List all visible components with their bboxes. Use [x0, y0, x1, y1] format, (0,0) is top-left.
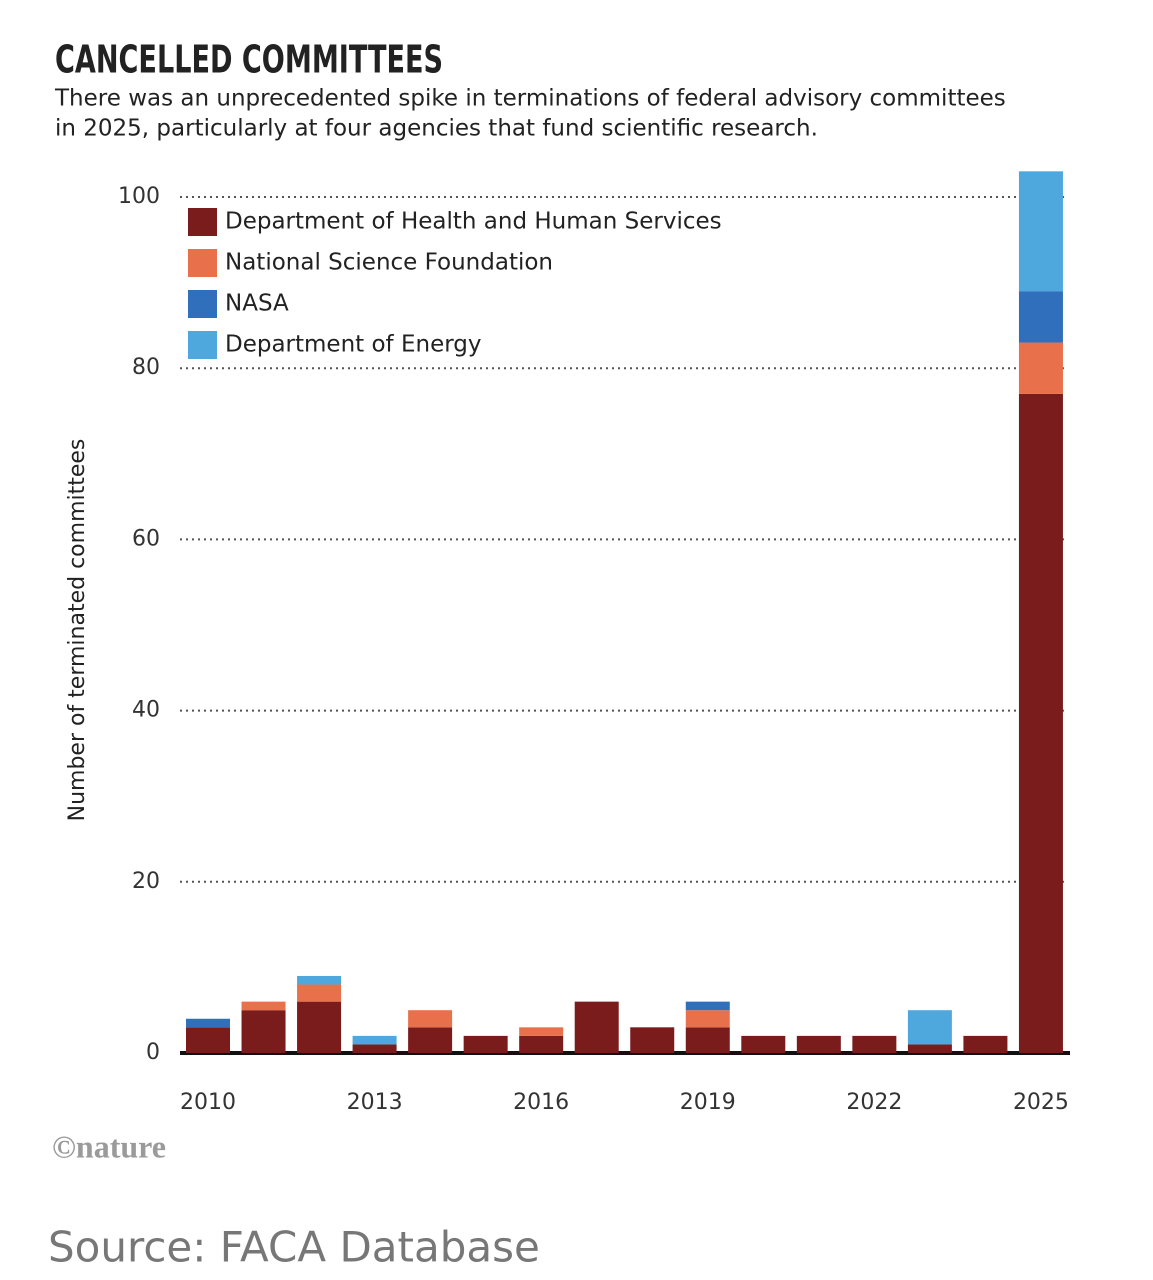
bar-segment — [519, 1027, 564, 1036]
y-tick-label: 40 — [132, 698, 160, 723]
bar-segment — [852, 1035, 897, 1053]
bar-segment — [1018, 342, 1063, 394]
y-tick-label: 100 — [118, 184, 160, 209]
y-tick-label: 60 — [132, 526, 160, 551]
bar-segment — [685, 1027, 730, 1053]
bar-segment — [963, 1035, 1008, 1053]
credit: ©nature — [52, 1128, 166, 1164]
x-tick-label: 2010 — [180, 1090, 236, 1115]
bar-segment — [907, 1044, 952, 1053]
bar-segment — [241, 1001, 286, 1011]
bar-segment — [519, 1035, 564, 1053]
bar-segment — [574, 1001, 619, 1053]
x-tick-label: 2022 — [846, 1090, 902, 1115]
bar-segment — [352, 1044, 397, 1053]
bar-segment — [297, 1001, 342, 1053]
legend-swatch — [188, 208, 217, 236]
legend-label: National Science Foundation — [225, 250, 553, 276]
subtitle: There was an unprecedented spike in term… — [54, 86, 1006, 112]
bar-segment — [297, 975, 342, 985]
legend-label: Department of Health and Human Services — [225, 209, 722, 235]
bar-segment — [241, 1010, 286, 1053]
y-tick-label: 0 — [146, 1040, 160, 1065]
y-tick-label: 80 — [132, 355, 160, 380]
y-axis-label: Number of terminated committees — [65, 439, 90, 822]
x-tick-label: 2013 — [347, 1090, 403, 1115]
bar-segment — [408, 1010, 453, 1028]
x-tick-label: 2025 — [1013, 1090, 1069, 1115]
bar-segment — [741, 1035, 786, 1053]
bar-segment — [1018, 171, 1063, 292]
subtitle: in 2025, particularly at four agencies t… — [55, 116, 818, 142]
legend-swatch — [188, 331, 217, 359]
bar-segment — [463, 1035, 508, 1053]
bar-segment — [1018, 393, 1063, 1053]
bar-segment — [297, 984, 342, 1002]
bar-segment — [630, 1027, 675, 1053]
bar-segment — [408, 1027, 453, 1053]
bar-segment — [796, 1035, 841, 1053]
x-tick-label: 2016 — [513, 1090, 569, 1115]
legend-label: NASA — [225, 291, 289, 317]
bar-segment — [907, 1010, 952, 1045]
y-tick-label: 20 — [132, 869, 160, 894]
bar-segment — [352, 1035, 397, 1045]
bar-segment — [186, 1018, 230, 1028]
legend-swatch — [188, 249, 217, 277]
chart-title: CANCELLED COMMITTEES — [55, 38, 443, 82]
x-tick-label: 2019 — [680, 1090, 736, 1115]
legend-label: Department of Energy — [225, 332, 482, 358]
bar-segment — [685, 1001, 730, 1011]
bar-segment — [685, 1010, 730, 1028]
bar-segment — [186, 1027, 230, 1053]
legend-swatch — [188, 290, 217, 318]
source: Source: FACA Database — [48, 1223, 540, 1272]
bar-segment — [1018, 291, 1063, 343]
